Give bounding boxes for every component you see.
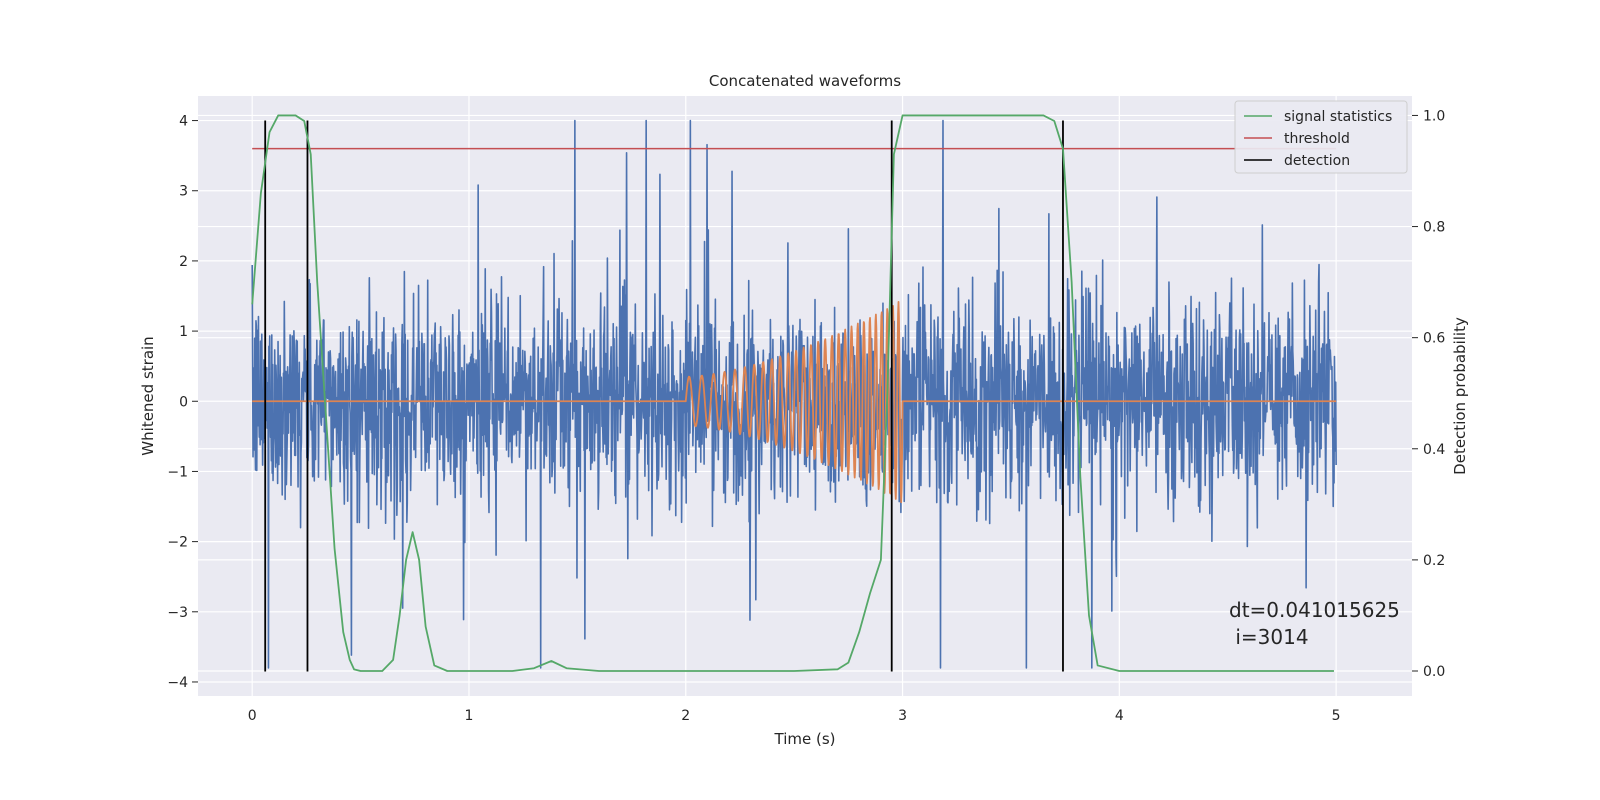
x-axis-label: Time (s) bbox=[774, 730, 836, 748]
y-tick-label: 4 bbox=[179, 114, 188, 130]
y-tick-label: −3 bbox=[167, 605, 188, 621]
y-right-tick-label: 0.2 bbox=[1423, 553, 1445, 569]
x-tick-label: 5 bbox=[1332, 708, 1341, 724]
legend-entry-detection: detection bbox=[1284, 153, 1350, 169]
x-tick-label: 4 bbox=[1115, 708, 1124, 724]
annotation-i: i=3014 bbox=[1229, 625, 1309, 649]
x-tick-label: 0 bbox=[248, 708, 257, 724]
x-tick-label: 1 bbox=[465, 708, 474, 724]
ticks-layer: 0 1 2 3 4 5 4 3 2 1 0 −1 −2 −3 −4 1.0 0.8 0.6 0.4 0.2 0.0 bbox=[167, 108, 1445, 724]
y-tick-label: 1 bbox=[179, 324, 188, 340]
y-right-axis-label: Detection probability bbox=[1451, 317, 1469, 475]
y-right-tick-label: 0.0 bbox=[1423, 664, 1445, 680]
y-right-tick-label: 0.8 bbox=[1423, 220, 1445, 236]
signal-statistics-line bbox=[251, 114, 1334, 672]
y-tick-label: 2 bbox=[179, 254, 188, 270]
annotation-dt: dt=0.041015625 bbox=[1229, 598, 1400, 622]
y-tick-label: −2 bbox=[167, 535, 188, 551]
y-right-tick-label: 1.0 bbox=[1423, 108, 1445, 124]
y-tick-label: −1 bbox=[167, 464, 188, 480]
injected-chirp-line bbox=[251, 300, 1337, 504]
y-tick-label: −4 bbox=[167, 675, 188, 691]
legend-box bbox=[1234, 100, 1408, 174]
y-tick-label: 0 bbox=[179, 394, 188, 410]
legend: signal statistics threshold detection bbox=[1234, 100, 1408, 174]
legend-entry-signal-statistics: signal statistics bbox=[1284, 109, 1392, 125]
y-right-tick-label: 0.4 bbox=[1423, 442, 1445, 458]
chart-title: Concatenated waveforms bbox=[709, 72, 901, 90]
y-axis-label: Whitened strain bbox=[139, 336, 157, 455]
series-layer bbox=[251, 114, 1337, 672]
y-right-tick-label: 0.6 bbox=[1423, 331, 1445, 347]
annotation: dt=0.041015625 i=3014 bbox=[1229, 598, 1400, 649]
x-tick-label: 2 bbox=[681, 708, 690, 724]
x-tick-label: 3 bbox=[898, 708, 907, 724]
y-tick-label: 3 bbox=[179, 184, 188, 200]
legend-entry-threshold: threshold bbox=[1284, 131, 1350, 147]
